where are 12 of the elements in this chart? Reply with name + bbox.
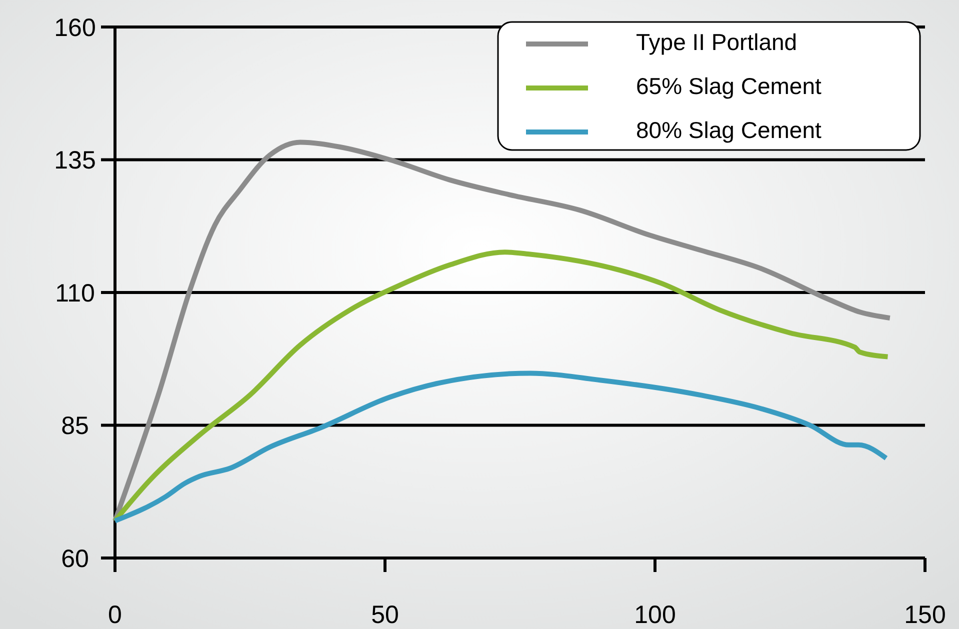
y-tick-label: 135 — [54, 146, 96, 174]
x-tick-label: 50 — [371, 601, 399, 629]
y-tick-label: 85 — [61, 412, 89, 440]
y-tick-label: 160 — [54, 14, 96, 42]
legend-label: 65% Slag Cement — [636, 73, 822, 99]
x-tick-label: 150 — [904, 601, 946, 629]
x-tick-label: 100 — [634, 601, 676, 629]
y-tick-label: 60 — [61, 544, 89, 573]
y-tick-label: 110 — [55, 279, 95, 308]
legend-label: Type II Portland — [636, 29, 798, 55]
legend-label: 80% Slag Cement — [636, 117, 822, 143]
x-tick-label: 0 — [108, 601, 122, 629]
